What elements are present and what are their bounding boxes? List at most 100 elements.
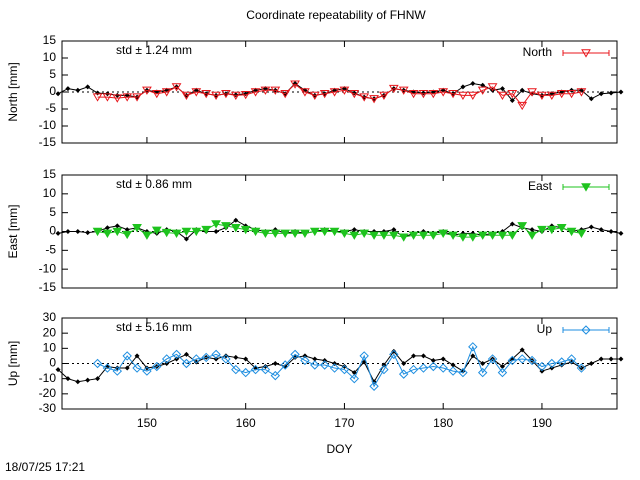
point <box>499 364 505 370</box>
point <box>388 84 399 94</box>
point <box>290 349 300 360</box>
point <box>608 229 614 234</box>
point <box>529 227 535 233</box>
point <box>588 361 594 366</box>
point <box>470 353 476 359</box>
point <box>408 90 419 99</box>
point <box>270 229 281 238</box>
x-tick-label: 150 <box>137 416 157 430</box>
point <box>428 231 439 240</box>
point <box>65 86 71 92</box>
point <box>124 365 130 371</box>
point <box>477 86 488 95</box>
point <box>183 236 189 242</box>
point <box>280 360 290 370</box>
point <box>134 353 140 359</box>
point <box>240 367 251 378</box>
y-tick-label: -10 <box>39 371 57 385</box>
point <box>487 83 498 92</box>
point <box>537 91 547 100</box>
point <box>161 354 172 364</box>
x-axis-label: DOY <box>326 442 352 456</box>
point <box>290 229 300 238</box>
point <box>507 231 518 240</box>
point <box>428 361 439 372</box>
point <box>262 364 268 370</box>
series-line <box>57 82 622 102</box>
point <box>398 369 409 379</box>
point <box>566 354 577 364</box>
point <box>132 363 142 373</box>
point <box>517 222 528 231</box>
y-axis-label: North [mm] <box>6 62 20 121</box>
point <box>618 89 624 95</box>
point <box>151 226 162 235</box>
point <box>608 90 614 96</box>
point <box>480 361 486 366</box>
y-tick-label: 5 <box>49 205 56 219</box>
series-line <box>57 349 621 383</box>
point <box>144 365 150 371</box>
point <box>359 229 370 238</box>
point <box>618 230 624 236</box>
y-tick-label: -15 <box>39 135 57 149</box>
point <box>112 227 123 237</box>
point <box>233 354 239 360</box>
point <box>608 356 614 362</box>
point <box>75 229 81 234</box>
point <box>379 364 389 375</box>
chart-title: Coordinate repeatability of FHNW <box>246 8 426 22</box>
point <box>517 101 528 111</box>
y-tick-label: 5 <box>49 67 56 81</box>
legend-label: East <box>528 179 553 193</box>
point <box>458 91 468 100</box>
point <box>55 367 61 373</box>
point <box>438 88 449 97</box>
point <box>92 358 103 369</box>
series-line <box>97 345 582 388</box>
point <box>349 231 360 240</box>
point <box>95 90 101 96</box>
x-tick-label: 170 <box>334 416 354 430</box>
point <box>181 358 192 369</box>
point <box>556 224 567 233</box>
point <box>300 229 310 238</box>
annotation: std ± 5.16 mm <box>116 320 192 334</box>
x-tick-label: 190 <box>532 416 552 430</box>
y-tick-label: -5 <box>45 243 56 257</box>
point <box>211 349 221 360</box>
point <box>142 231 152 240</box>
y-tick-label: -20 <box>39 386 57 400</box>
point <box>598 356 604 362</box>
point <box>132 93 142 102</box>
point <box>509 98 515 103</box>
point <box>448 231 458 240</box>
point <box>221 354 231 364</box>
point <box>114 223 120 229</box>
series-line <box>97 83 582 107</box>
point <box>546 91 557 100</box>
point <box>201 225 212 235</box>
point <box>270 370 281 381</box>
point <box>418 363 429 373</box>
annotation: std ± 0.86 mm <box>116 177 192 191</box>
point <box>470 81 476 86</box>
point <box>467 233 478 242</box>
point <box>233 217 239 223</box>
point <box>319 227 330 237</box>
y-axis-label: Up [mm] <box>6 341 20 386</box>
point <box>618 356 624 362</box>
point <box>487 231 498 240</box>
y-tick-label: 15 <box>43 167 57 181</box>
point <box>329 227 340 237</box>
point <box>576 363 587 373</box>
point <box>122 351 132 361</box>
point <box>458 367 468 378</box>
point <box>231 364 241 375</box>
point <box>398 86 409 95</box>
point <box>430 357 436 363</box>
point <box>221 222 231 231</box>
y-tick-label: 0 <box>49 84 56 98</box>
point <box>85 377 91 383</box>
point <box>468 342 478 352</box>
